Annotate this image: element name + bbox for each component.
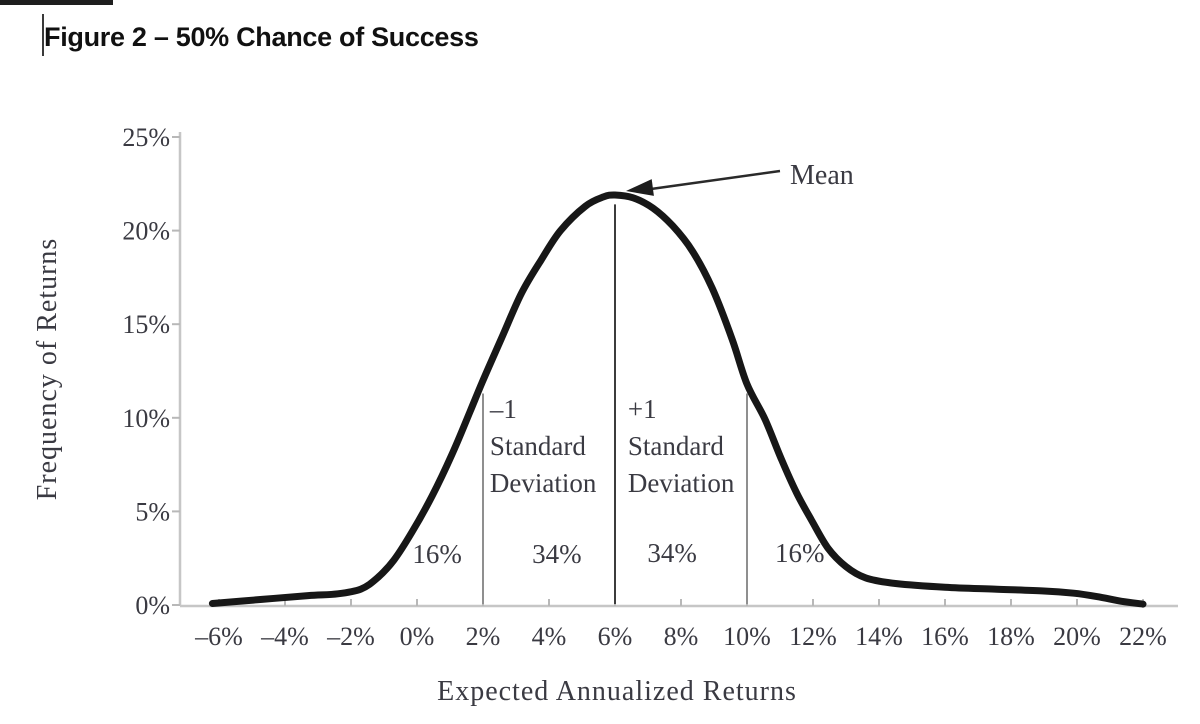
scan-artifact — [0, 0, 113, 5]
area-label: 34% — [532, 539, 582, 569]
x-tick-label: –2% — [326, 622, 375, 651]
y-tick-label: 20% — [122, 217, 170, 246]
x-tick-label: 20% — [1053, 622, 1101, 651]
area-label: 34% — [647, 538, 697, 568]
y-tick-label: 5% — [135, 497, 170, 526]
mean-arrow-head — [626, 179, 654, 196]
area-label: 16% — [412, 539, 462, 569]
plus-1sd-label-block: +1 Standard Deviation — [628, 394, 735, 498]
x-tick-label: –4% — [260, 622, 309, 651]
x-tick-label: 22% — [1119, 622, 1167, 651]
x-tick-label: –6% — [194, 622, 243, 651]
mean-label: Mean — [790, 160, 854, 191]
x-tick-label: 4% — [532, 622, 567, 651]
y-axis-title: Frequency of Returns — [32, 238, 63, 501]
plus-1sd-label-line-1: +1 — [628, 394, 657, 424]
x-tick-label: 10% — [723, 622, 771, 651]
figure-title: Figure 2 – 50% Chance of Success — [44, 22, 479, 52]
x-tick-label: 12% — [789, 622, 837, 651]
y-tick-label: 0% — [135, 591, 170, 620]
minus-1sd-label-line-1: –1 — [489, 394, 517, 424]
x-axis-tick-labels: –6% –4% –2% 0% 2% 4% 6% 8% 10% 12% 14% 16% 18% 20% 22% — [194, 622, 1167, 651]
plus-1sd-label-line-3: Deviation — [628, 468, 735, 498]
x-tick-label: 18% — [987, 622, 1035, 651]
y-tick-label: 25% — [122, 123, 170, 152]
text-cursor-caret — [42, 14, 44, 56]
reference-lines — [482, 204, 748, 604]
y-tick-label: 15% — [122, 310, 170, 339]
minus-1sd-label-block: –1 Standard Deviation — [489, 394, 597, 498]
x-tick-label: 14% — [855, 622, 903, 651]
area-percentage-labels: 16% 34% 34% 16% — [412, 538, 824, 569]
minus-1sd-label-line-3: Deviation — [490, 468, 597, 498]
y-axis-tick-labels: 0% 5% 10% 15% 20% 25% — [122, 123, 170, 620]
x-tick-label: 8% — [664, 622, 699, 651]
axes — [172, 132, 1178, 608]
x-tick-label: 16% — [921, 622, 969, 651]
area-label: 16% — [775, 538, 825, 568]
bell-curve — [208, 191, 1147, 608]
x-tick-label: 2% — [466, 622, 501, 651]
x-tick-label: 6% — [598, 622, 633, 651]
mean-arrow-line — [650, 169, 781, 191]
x-axis-title: Expected Annualized Returns — [437, 676, 797, 707]
mean-annotation: Mean — [626, 160, 854, 196]
y-tick-label: 10% — [122, 404, 170, 433]
minus-1sd-label-line-2: Standard — [490, 431, 586, 461]
plus-1sd-label-line-2: Standard — [628, 431, 724, 461]
x-tick-label: 0% — [400, 622, 435, 651]
